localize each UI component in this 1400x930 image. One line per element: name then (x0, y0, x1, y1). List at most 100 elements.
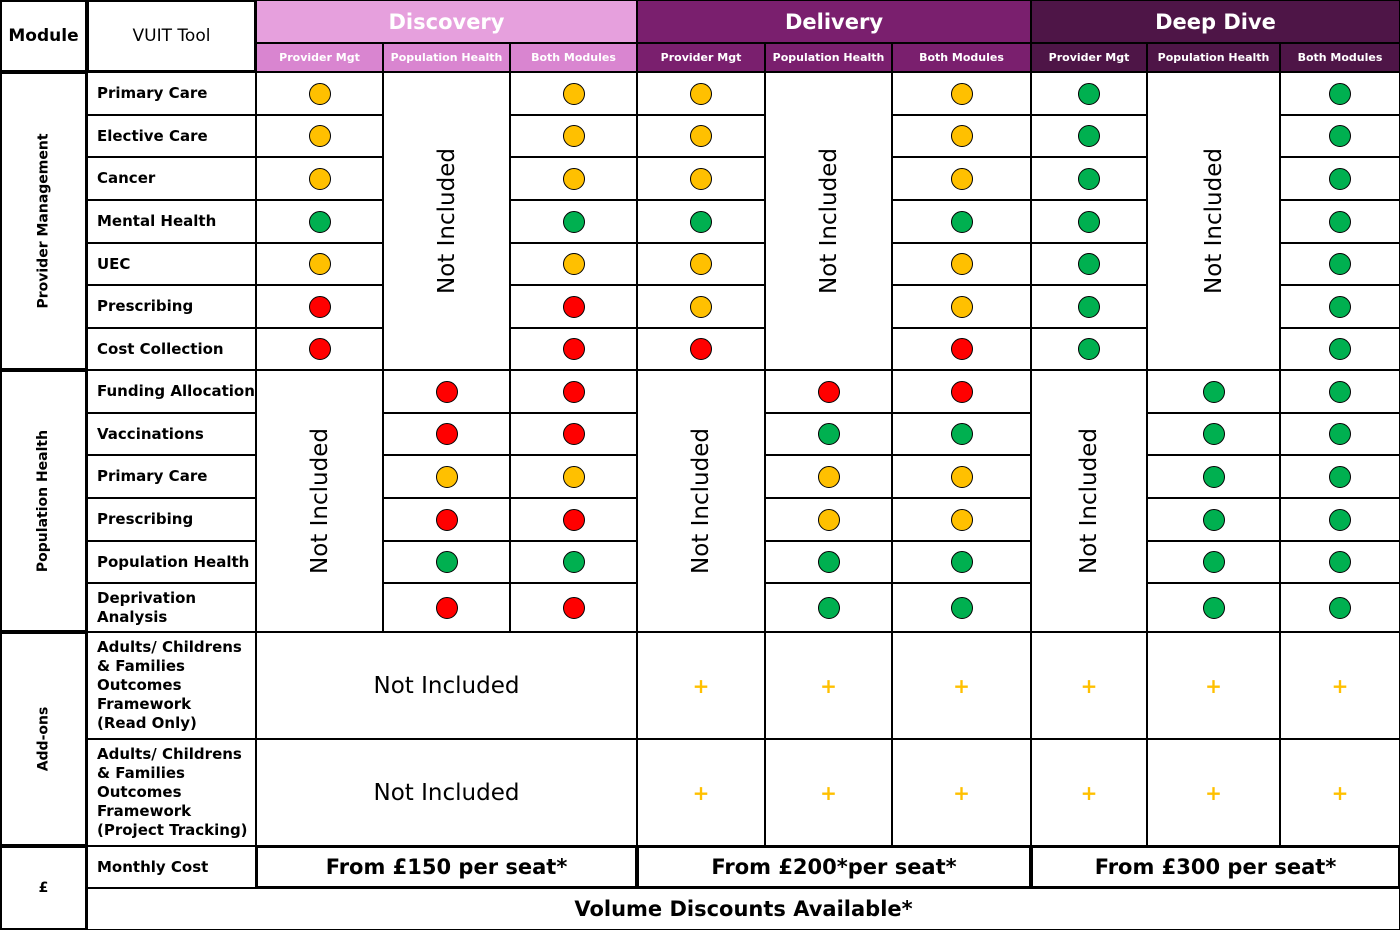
status-cell (510, 498, 637, 541)
status-dot-green (1329, 551, 1351, 573)
status-dot-amber (690, 167, 712, 190)
status-cell (1147, 370, 1280, 413)
status-cell (256, 285, 383, 328)
not-included-label: Not Included (433, 148, 460, 294)
status-dot-amber (308, 253, 331, 275)
status-cell (256, 115, 383, 157)
status-dot-green (1329, 380, 1351, 403)
status-cell (892, 498, 1031, 541)
sub-header-both-modules: Both Modules (1280, 43, 1400, 72)
status-cell (892, 328, 1031, 370)
add-on-cell: + (637, 632, 765, 739)
addon-label: Adults/ Childrens & Families Outcomes Frame… (87, 739, 256, 846)
row-label: Elective Care (87, 115, 256, 157)
status-cell (892, 583, 1031, 632)
status-cell (510, 328, 637, 370)
not-included-cell: Not Included (765, 72, 892, 370)
status-cell (256, 157, 383, 200)
tier-name: Discovery (388, 9, 505, 34)
status-cell (637, 285, 765, 328)
price-cell: From £150 per seat* (256, 846, 637, 888)
vuit-tool-header-label: VUIT Tool (132, 26, 211, 46)
row-label-text: Cancer (97, 169, 156, 187)
price-text: From £300 per seat* (1094, 855, 1337, 879)
status-dot-green (1202, 551, 1225, 573)
row-label: Mental Health (87, 200, 256, 243)
not-included-cell: Not Included (256, 370, 383, 632)
status-dot-amber (308, 82, 331, 105)
tier-name: Delivery (784, 9, 884, 34)
status-dot-green (308, 210, 331, 233)
status-dot-red (690, 338, 712, 360)
row-label-text: Prescribing (97, 510, 194, 528)
row-label: Vaccinations (87, 413, 256, 455)
status-dot-green (1202, 465, 1225, 488)
status-dot-green (1202, 380, 1225, 403)
status-cell (510, 413, 637, 455)
status-cell (1280, 413, 1400, 455)
sub-header-provider-mgt: Provider Mgt (256, 43, 383, 72)
status-cell (1280, 328, 1400, 370)
sub-header-provider-mgt: Provider Mgt (1031, 43, 1147, 72)
status-dot-amber (950, 253, 973, 275)
addon-label-lines: Adults/ Childrens & Families Outcomes Frame… (97, 745, 248, 840)
row-label-text: Vaccinations (97, 424, 204, 443)
row-label-text: Primary Care (97, 467, 208, 485)
status-cell (1031, 115, 1147, 157)
not-included-cell: Not Included (256, 632, 637, 739)
volume-discount-text: Volume Discounts Available* (574, 897, 913, 921)
status-dot-green (1202, 508, 1225, 531)
status-cell (510, 370, 637, 413)
add-on-cell: + (765, 632, 892, 739)
row-label-text: Deprivation Analysis (97, 588, 197, 626)
status-cell (637, 157, 765, 200)
status-cell (1031, 200, 1147, 243)
status-dot-amber (950, 125, 973, 147)
status-dot-green (950, 423, 973, 445)
status-cell (892, 200, 1031, 243)
sub-header-population-health: Population Health (383, 43, 510, 72)
add-on-cell: + (892, 739, 1031, 846)
status-cell (1031, 157, 1147, 200)
sub-header-both-modules: Both Modules (892, 43, 1031, 72)
status-dot-green (817, 551, 840, 573)
status-dot-green (435, 551, 458, 573)
not-included-cell: Not Included (637, 370, 765, 632)
status-cell (1147, 541, 1280, 583)
status-dot-red (562, 596, 585, 619)
addon-label-line: & Families (97, 764, 185, 782)
status-cell (383, 370, 510, 413)
addon-label-line: Framework (97, 695, 192, 713)
status-dot-green (1329, 338, 1351, 360)
status-cell (383, 413, 510, 455)
add-on-cell: + (1147, 632, 1280, 739)
status-dot-amber (562, 82, 585, 105)
status-cell (510, 541, 637, 583)
row-label: Primary Care (87, 72, 256, 115)
status-cell (256, 200, 383, 243)
status-cell (510, 72, 637, 115)
status-dot-green (1329, 125, 1351, 147)
status-cell (765, 413, 892, 455)
status-dot-red (562, 338, 585, 360)
volume-discounts: Volume Discounts Available* (87, 888, 1400, 930)
addon-label-line: Adults/ Childrens (97, 638, 242, 656)
status-dot-red (308, 295, 331, 318)
status-cell (1147, 583, 1280, 632)
status-cell (892, 455, 1031, 498)
addon-label-line: & Families (97, 657, 185, 675)
status-dot-green (1329, 508, 1351, 531)
status-cell (1280, 115, 1400, 157)
row-label-text: Funding Allocation (97, 382, 255, 400)
not-included-cell: Not Included (1031, 370, 1147, 632)
status-dot-green (1329, 253, 1351, 275)
status-dot-green (690, 210, 712, 233)
sub-header-label: Both Modules (531, 51, 616, 64)
status-cell (637, 115, 765, 157)
status-dot-green (1329, 465, 1351, 488)
status-cell (892, 285, 1031, 328)
sub-header-label: Provider Mgt (279, 51, 360, 64)
not-included-cell: Not Included (256, 739, 637, 846)
addon-label-line: (Read Only) (97, 714, 197, 732)
